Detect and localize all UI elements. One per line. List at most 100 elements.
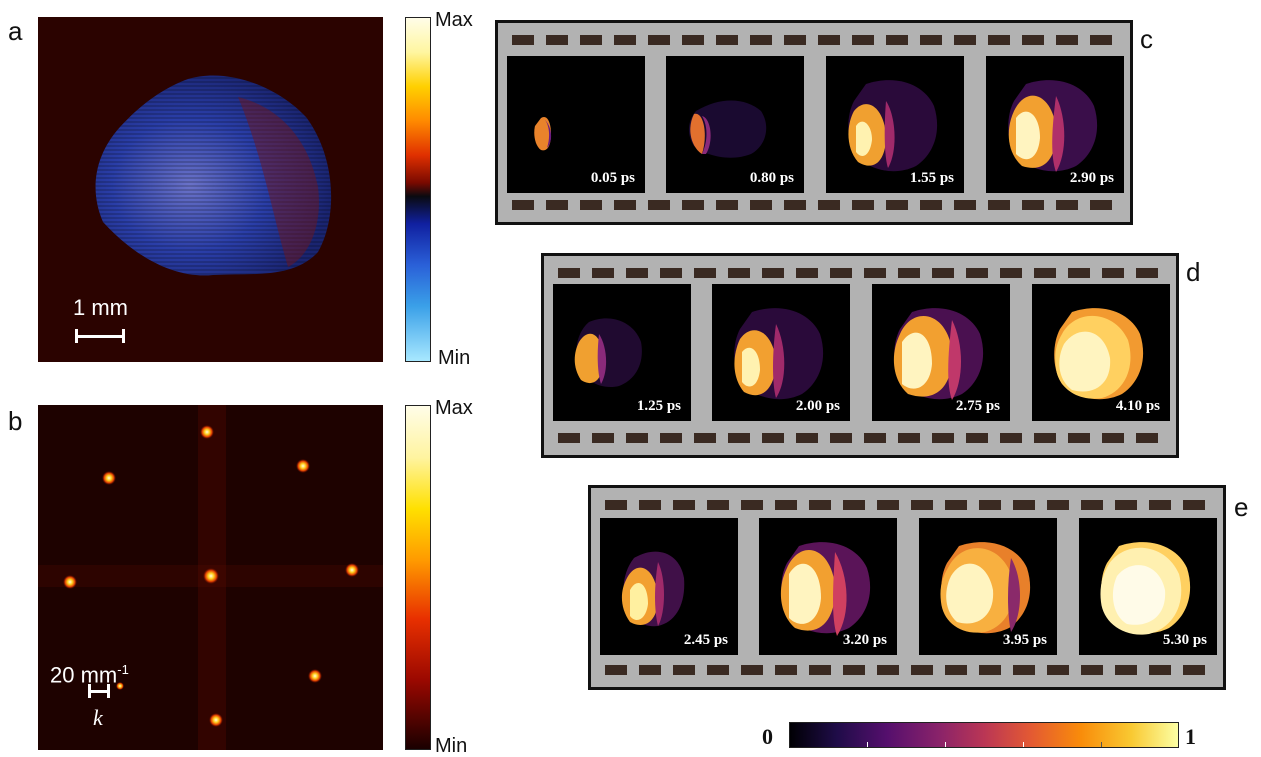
- strip-c-time-2: 0.80 ps: [749, 170, 794, 186]
- sprocket-hole: [728, 433, 750, 443]
- sprocket-hole: [1081, 665, 1103, 675]
- strip-e-frame-3: 3.95 ps: [919, 518, 1057, 655]
- strip-c-frame-4: 2.90 ps: [986, 56, 1124, 193]
- sprocket-hole: [614, 200, 636, 210]
- sprocket-hole: [979, 665, 1001, 675]
- sprocket-hole: [741, 665, 763, 675]
- sprocket-hole: [830, 433, 852, 443]
- strip-d-holes-top: [544, 268, 1176, 278]
- sprocket-hole: [716, 35, 738, 45]
- sprocket-hole: [707, 500, 729, 510]
- panel-b-letter: b: [8, 406, 23, 436]
- strip-c-frame-3: 1.55 ps: [826, 56, 964, 193]
- panel-a-colorbar: [405, 17, 431, 362]
- bottom-colorbar-tick-3: [1023, 742, 1024, 747]
- strip-d-time-1: 1.25 ps: [636, 398, 681, 414]
- strip-e-time-2: 3.20 ps: [842, 632, 887, 648]
- sprocket-hole: [877, 665, 899, 675]
- strip-e-frame-1: 2.45 ps: [600, 518, 738, 655]
- strip-e-time-4: 5.30 ps: [1162, 632, 1207, 648]
- peak-2: [102, 471, 116, 485]
- sprocket-hole: [898, 268, 920, 278]
- strip-d-time-4: 4.10 ps: [1115, 398, 1160, 414]
- sprocket-hole: [877, 500, 899, 510]
- sprocket-hole: [694, 268, 716, 278]
- sprocket-hole: [830, 268, 852, 278]
- strip-d-time-2: 2.00 ps: [795, 398, 840, 414]
- panel-d-letter: d: [1186, 257, 1201, 287]
- sprocket-hole: [1000, 433, 1022, 443]
- sprocket-hole: [592, 268, 614, 278]
- sprocket-hole: [716, 200, 738, 210]
- sprocket-hole: [911, 500, 933, 510]
- sprocket-hole: [775, 665, 797, 675]
- panel-a-scale-bar-left-tick: [75, 329, 78, 343]
- sprocket-hole: [1013, 665, 1035, 675]
- sprocket-hole: [1013, 500, 1035, 510]
- panel-b-scale-exponent: -1: [117, 662, 129, 677]
- peak-4: [63, 575, 77, 589]
- sprocket-hole: [1149, 665, 1171, 675]
- strip-c-frame-1: 0.05 ps: [507, 56, 645, 193]
- strip-e-frame-4: 5.30 ps: [1079, 518, 1217, 655]
- sprocket-hole: [728, 268, 750, 278]
- sprocket-hole: [648, 35, 670, 45]
- sprocket-hole: [1022, 35, 1044, 45]
- sprocket-hole: [864, 268, 886, 278]
- strip-e-holes-bottom: [591, 665, 1223, 675]
- sprocket-hole: [673, 665, 695, 675]
- strip-e-holes-top: [591, 500, 1223, 510]
- sprocket-hole: [1149, 500, 1171, 510]
- sprocket-hole: [558, 433, 580, 443]
- sprocket-hole: [1047, 500, 1069, 510]
- sprocket-hole: [932, 268, 954, 278]
- strip-d-holes-bottom: [544, 433, 1176, 443]
- sprocket-hole: [954, 200, 976, 210]
- sprocket-hole: [988, 200, 1010, 210]
- peak-8: [209, 713, 223, 727]
- panel-a-image: 1 mm: [38, 17, 383, 362]
- peak-3: [296, 459, 310, 473]
- sprocket-hole: [945, 665, 967, 675]
- panel-b-scale-bar-left-tick: [88, 684, 91, 698]
- sprocket-hole: [660, 433, 682, 443]
- sprocket-hole: [1183, 665, 1205, 675]
- bottom-colorbar: [789, 722, 1179, 748]
- strip-c-time-3: 1.55 ps: [909, 170, 954, 186]
- sprocket-hole: [966, 268, 988, 278]
- strip-e-time-3: 3.95 ps: [1002, 632, 1047, 648]
- sprocket-hole: [945, 500, 967, 510]
- peak-1: [200, 425, 214, 439]
- strip-c-holes-bottom: [498, 200, 1130, 210]
- sprocket-hole: [1115, 500, 1137, 510]
- bottom-colorbar-tick-4: [1101, 742, 1102, 747]
- strip-d-frame-2: 2.00 ps: [712, 284, 850, 421]
- bottom-colorbar-tick-1: [867, 742, 868, 747]
- sprocket-hole: [886, 200, 908, 210]
- sprocket-hole: [605, 665, 627, 675]
- panel-b-image: 20 mm-1 k: [38, 405, 383, 750]
- sprocket-hole: [1090, 200, 1112, 210]
- panel-a-blob: [95, 75, 332, 276]
- sprocket-hole: [1090, 35, 1112, 45]
- panel-e-letter: e: [1234, 492, 1249, 522]
- panel-a-scale-bar-right-tick: [122, 329, 125, 343]
- sprocket-hole: [1081, 500, 1103, 510]
- panel-a-letter: a: [8, 16, 23, 46]
- sprocket-hole: [707, 665, 729, 675]
- sprocket-hole: [626, 268, 648, 278]
- panel-a-colorbar-max: Max: [435, 9, 473, 31]
- panel-c-letter: c: [1140, 24, 1153, 54]
- sprocket-hole: [784, 35, 806, 45]
- sprocket-hole: [592, 433, 614, 443]
- panel-a-scale-label: 1 mm: [73, 295, 128, 320]
- panel-b-scale-value: 20 mm: [50, 662, 118, 688]
- sprocket-hole: [673, 500, 695, 510]
- film-strip-e: 2.45 ps 3.20 ps 3.95 ps 5.30 ps: [588, 485, 1226, 690]
- panel-b-colorbar-max: Max: [435, 397, 473, 419]
- strip-c-time-1: 0.05 ps: [590, 170, 635, 186]
- sprocket-hole: [911, 665, 933, 675]
- panel-a-colorbar-min: Min: [438, 347, 471, 369]
- sprocket-hole: [660, 268, 682, 278]
- panel-b-scale-label: 20 mm-1: [50, 663, 129, 686]
